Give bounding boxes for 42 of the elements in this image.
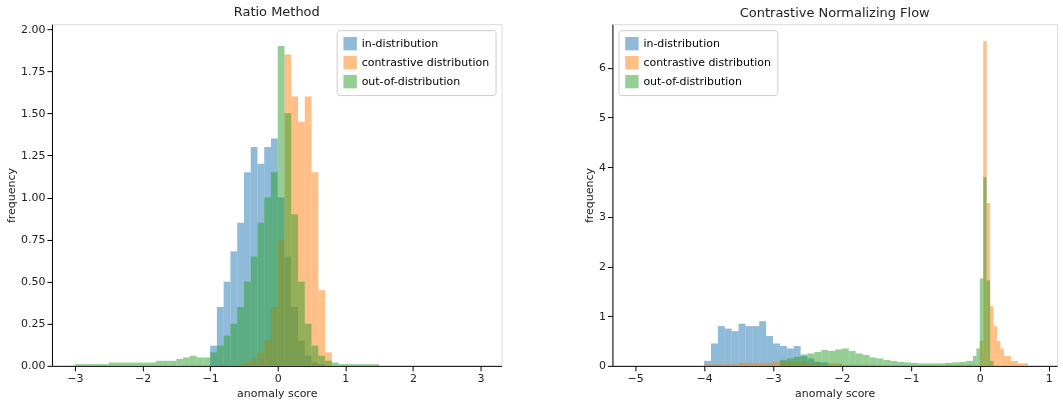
- legend-label: in-distribution: [361, 36, 439, 50]
- x-tick-label: 2: [409, 372, 417, 386]
- legend-label: in-distribution: [643, 36, 720, 50]
- y-tick-label: 0.25: [21, 317, 46, 331]
- y-tick-label: 0.50: [21, 275, 46, 289]
- x-tick-label: −1: [903, 372, 920, 386]
- legend-label: out-of-distribution: [361, 74, 461, 88]
- y-axis-title: frequency: [4, 167, 18, 224]
- y-tick-label: 0: [598, 359, 606, 373]
- y-tick-label: 1.50: [21, 106, 46, 120]
- y-tick-label: 0.00: [21, 359, 46, 373]
- y-tick-label: 1.75: [21, 64, 46, 78]
- legend-label: out-of-distribution: [643, 74, 743, 88]
- y-tick-label: 5: [598, 111, 606, 125]
- legend-label: contrastive distribution: [361, 55, 490, 69]
- x-tick-label: −2: [134, 372, 152, 386]
- x-tick-label: −2: [834, 372, 851, 386]
- chart-title: Contrastive Normalizing Flow: [739, 5, 931, 21]
- x-tick-label: −3: [67, 372, 84, 386]
- y-tick-label: 2: [598, 260, 606, 274]
- y-tick-label: 2.00: [21, 22, 46, 36]
- x-tick-label: 0: [976, 372, 984, 386]
- x-tick-label: −1: [202, 372, 219, 386]
- y-tick-label: 1.00: [21, 191, 46, 205]
- x-tick-label: 1: [342, 372, 350, 386]
- y-axis-title: frequency: [582, 167, 596, 224]
- chart-title: Ratio Method: [233, 4, 320, 20]
- x-tick-label: 1: [1045, 372, 1053, 386]
- legend-label: contrastive distribution: [643, 55, 771, 69]
- x-axis-title: anomaly score: [795, 387, 876, 401]
- x-tick-label: −4: [696, 372, 713, 386]
- x-tick-label: −5: [627, 372, 644, 386]
- y-tick-label: 0.75: [21, 233, 46, 247]
- y-tick-label: 1: [598, 309, 606, 323]
- y-tick-label: 6: [598, 61, 606, 75]
- x-tick-label: −3: [765, 372, 782, 386]
- y-tick-label: 1.25: [21, 148, 46, 162]
- y-tick-label: 4: [598, 160, 606, 174]
- x-tick-label: 3: [477, 372, 485, 386]
- x-axis-title: anomaly score: [237, 387, 318, 401]
- x-tick-label: 0: [274, 372, 282, 386]
- y-tick-label: 3: [598, 210, 606, 224]
